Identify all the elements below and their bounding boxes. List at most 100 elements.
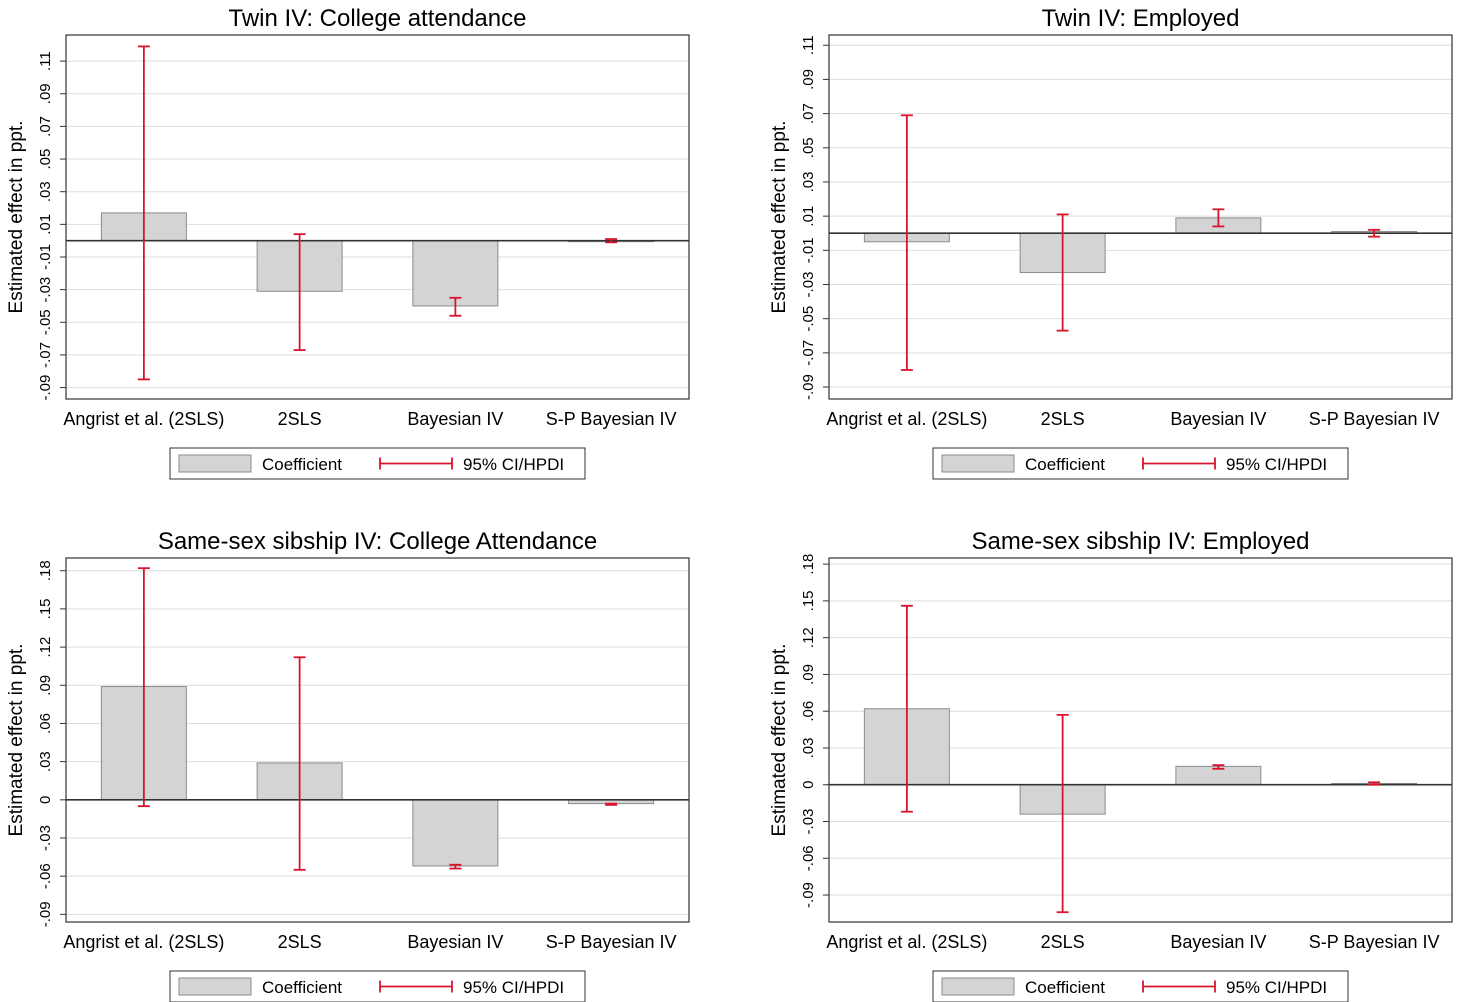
legend-coefficient-label: Coefficient xyxy=(1025,455,1105,474)
ci-whisker xyxy=(293,233,306,351)
y-tick-label: .12 xyxy=(37,637,54,658)
y-tick-label: .05 xyxy=(800,137,817,158)
ci-whisker xyxy=(1368,781,1381,786)
y-tick-label: .01 xyxy=(800,206,817,227)
x-category-label: S-P Bayesian IV xyxy=(546,409,677,429)
legend-coefficient-swatch xyxy=(941,977,1015,996)
y-tick-label: -.03 xyxy=(800,272,817,298)
plot-frame xyxy=(65,34,690,400)
ci-whisker xyxy=(293,656,306,871)
y-tick-label: -.07 xyxy=(37,342,54,368)
ci-whisker xyxy=(605,238,618,244)
y-tick-label: -.06 xyxy=(37,863,54,889)
y-tick-label: -.06 xyxy=(800,845,817,871)
y-tick-label: .01 xyxy=(37,214,54,235)
y-axis-title: Estimated effect in ppt. xyxy=(6,644,27,837)
plot-frame xyxy=(65,557,690,923)
x-category-label: Angrist et al. (2SLS) xyxy=(826,409,987,429)
chart-title: Twin IV: College attendance xyxy=(229,5,527,32)
y-tick-label: -.01 xyxy=(37,244,54,270)
ci-whisker xyxy=(137,45,150,381)
x-category-label: Bayesian IV xyxy=(1170,932,1266,952)
ci-whisker xyxy=(137,567,150,808)
legend-ci-label: 95% CI/HPDI xyxy=(1226,455,1327,474)
y-tick-label: -.09 xyxy=(800,374,817,400)
y-tick-label: -.03 xyxy=(37,277,54,303)
ci-whisker xyxy=(900,114,913,371)
legend-ci-label: 95% CI/HPDI xyxy=(463,455,564,474)
x-category-label: 2SLS xyxy=(278,409,322,429)
y-tick-label: .09 xyxy=(37,83,54,104)
chart-panel-4: Same-sex sibship IV: Employed -.09 -.06 -.0… xyxy=(769,528,1453,1002)
y-tick-label: .12 xyxy=(800,627,817,648)
y-tick-label: -.01 xyxy=(800,237,817,263)
y-tick-label: .15 xyxy=(37,598,54,619)
y-tick-label: .18 xyxy=(37,560,54,581)
legend-coefficient-swatch xyxy=(178,977,252,996)
y-tick-label: .06 xyxy=(800,701,817,722)
y-tick-label: -.09 xyxy=(800,882,817,908)
legend-coefficient-swatch xyxy=(178,454,252,473)
legend: Coefficient 95% CI/HPDI xyxy=(932,970,1349,1002)
ci-whisker xyxy=(900,604,913,813)
ci-whisker xyxy=(1212,764,1225,770)
y-tick-label: -.05 xyxy=(800,306,817,332)
y-tick-label: -.05 xyxy=(37,309,54,335)
plot-frame xyxy=(828,34,1453,400)
x-category-label: Bayesian IV xyxy=(407,409,503,429)
ci-whisker xyxy=(449,863,462,870)
x-category-label: Bayesian IV xyxy=(1170,409,1266,429)
x-category-label: S-P Bayesian IV xyxy=(1309,932,1440,952)
legend: Coefficient 95% CI/HPDI xyxy=(932,447,1349,480)
y-tick-label: -.03 xyxy=(37,825,54,851)
ci-whisker xyxy=(605,802,618,806)
x-category-label: 2SLS xyxy=(1041,409,1085,429)
y-tick-label: -.09 xyxy=(37,901,54,927)
y-tick-label: .03 xyxy=(37,181,54,202)
x-category-label: 2SLS xyxy=(1041,932,1085,952)
legend-coefficient-label: Coefficient xyxy=(1025,978,1105,997)
y-tick-label: .05 xyxy=(37,149,54,170)
y-tick-label: -.03 xyxy=(800,809,817,835)
y-tick-label: .06 xyxy=(37,713,54,734)
chart-panel-2: Twin IV: Employed -.09 -.07 -.05 -.03 -.01 .01… xyxy=(769,5,1453,480)
y-tick-label: .07 xyxy=(800,103,817,124)
x-category-label: Angrist et al. (2SLS) xyxy=(826,932,987,952)
plot-frame xyxy=(828,557,1453,923)
ci-whisker xyxy=(449,296,462,317)
y-tick-label: 0 xyxy=(800,781,817,789)
y-tick-label: .09 xyxy=(800,664,817,685)
legend-ci-label: 95% CI/HPDI xyxy=(463,978,564,997)
ci-whisker xyxy=(1056,213,1069,332)
chart-title: Same-sex sibship IV: College Attendance xyxy=(158,528,597,555)
x-category-label: S-P Bayesian IV xyxy=(1309,409,1440,429)
chart-title: Twin IV: Employed xyxy=(1042,5,1240,32)
y-axis-title: Estimated effect in ppt. xyxy=(6,121,27,314)
x-category-label: Angrist et al. (2SLS) xyxy=(63,409,224,429)
legend-ci-label: 95% CI/HPDI xyxy=(1226,978,1327,997)
y-tick-label: .09 xyxy=(37,675,54,696)
y-tick-label: .03 xyxy=(37,751,54,772)
y-tick-label: 0 xyxy=(37,796,54,804)
y-tick-label: .18 xyxy=(800,554,817,575)
y-tick-label: .03 xyxy=(800,172,817,193)
y-axis-title: Estimated effect in ppt. xyxy=(769,121,790,314)
y-axis-title: Estimated effect in ppt. xyxy=(769,644,790,837)
chart-panel-1: Twin IV: College attendance -.09 -.07 -.05 -… xyxy=(6,5,690,480)
legend-coefficient-label: Coefficient xyxy=(262,978,342,997)
legend-coefficient-label: Coefficient xyxy=(262,455,342,474)
legend-coefficient-swatch xyxy=(941,454,1015,473)
ci-whisker xyxy=(1368,228,1381,238)
y-tick-label: .11 xyxy=(800,35,817,55)
x-category-label: S-P Bayesian IV xyxy=(546,932,677,952)
y-tick-label: -.07 xyxy=(800,340,817,366)
legend: Coefficient 95% CI/HPDI xyxy=(169,447,586,480)
y-tick-label: -.09 xyxy=(37,375,54,401)
x-category-label: Bayesian IV xyxy=(407,932,503,952)
legend: Coefficient 95% CI/HPDI xyxy=(169,970,586,1002)
x-category-label: Angrist et al. (2SLS) xyxy=(63,932,224,952)
y-tick-label: .03 xyxy=(800,738,817,759)
chart-title: Same-sex sibship IV: Employed xyxy=(972,528,1310,555)
ci-whisker xyxy=(1056,713,1069,914)
